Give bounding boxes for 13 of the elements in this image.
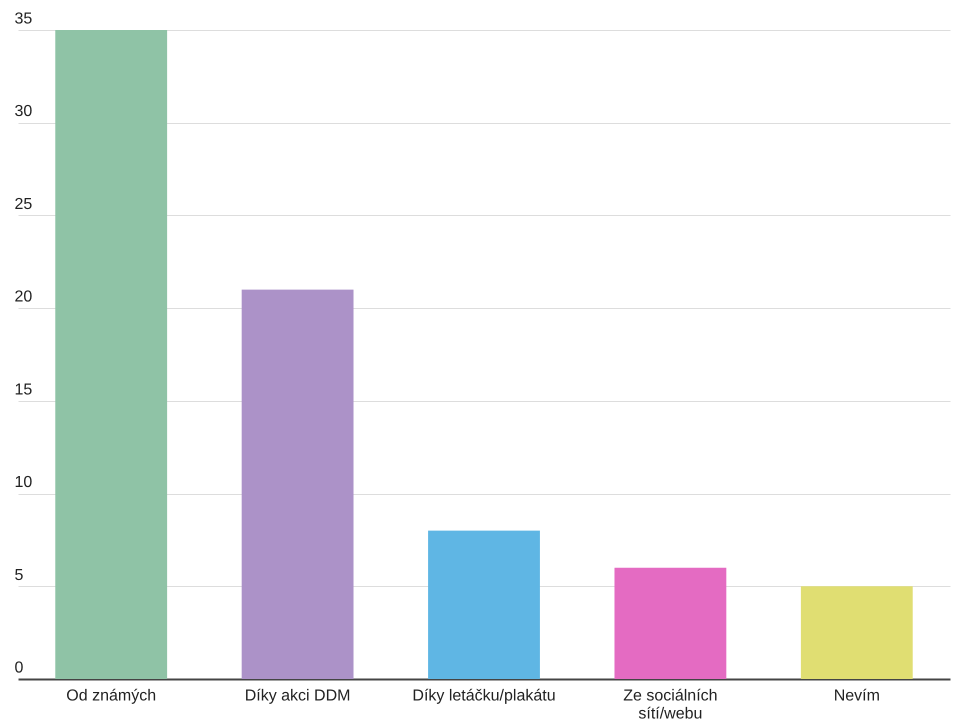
x-tick-label: Díky letáčku/plakátu xyxy=(412,688,556,704)
x-tick-label: Od známých xyxy=(66,688,156,704)
y-tick-label: 35 xyxy=(14,10,32,28)
x-tick-label: Nevím xyxy=(834,688,880,704)
x-tick-label: Díky akci DDM xyxy=(244,688,350,704)
y-tick-label: 30 xyxy=(14,103,32,120)
y-tick-label: 10 xyxy=(14,474,32,492)
y-tick-label: 0 xyxy=(14,660,24,676)
y-tick-label: 20 xyxy=(14,288,32,306)
y-tick-label: 15 xyxy=(14,381,32,398)
y-tick-label: 25 xyxy=(14,196,32,213)
x-tick-label: Ze sociálních sítí/webu xyxy=(623,688,718,722)
y-tick-label: 5 xyxy=(14,566,24,584)
